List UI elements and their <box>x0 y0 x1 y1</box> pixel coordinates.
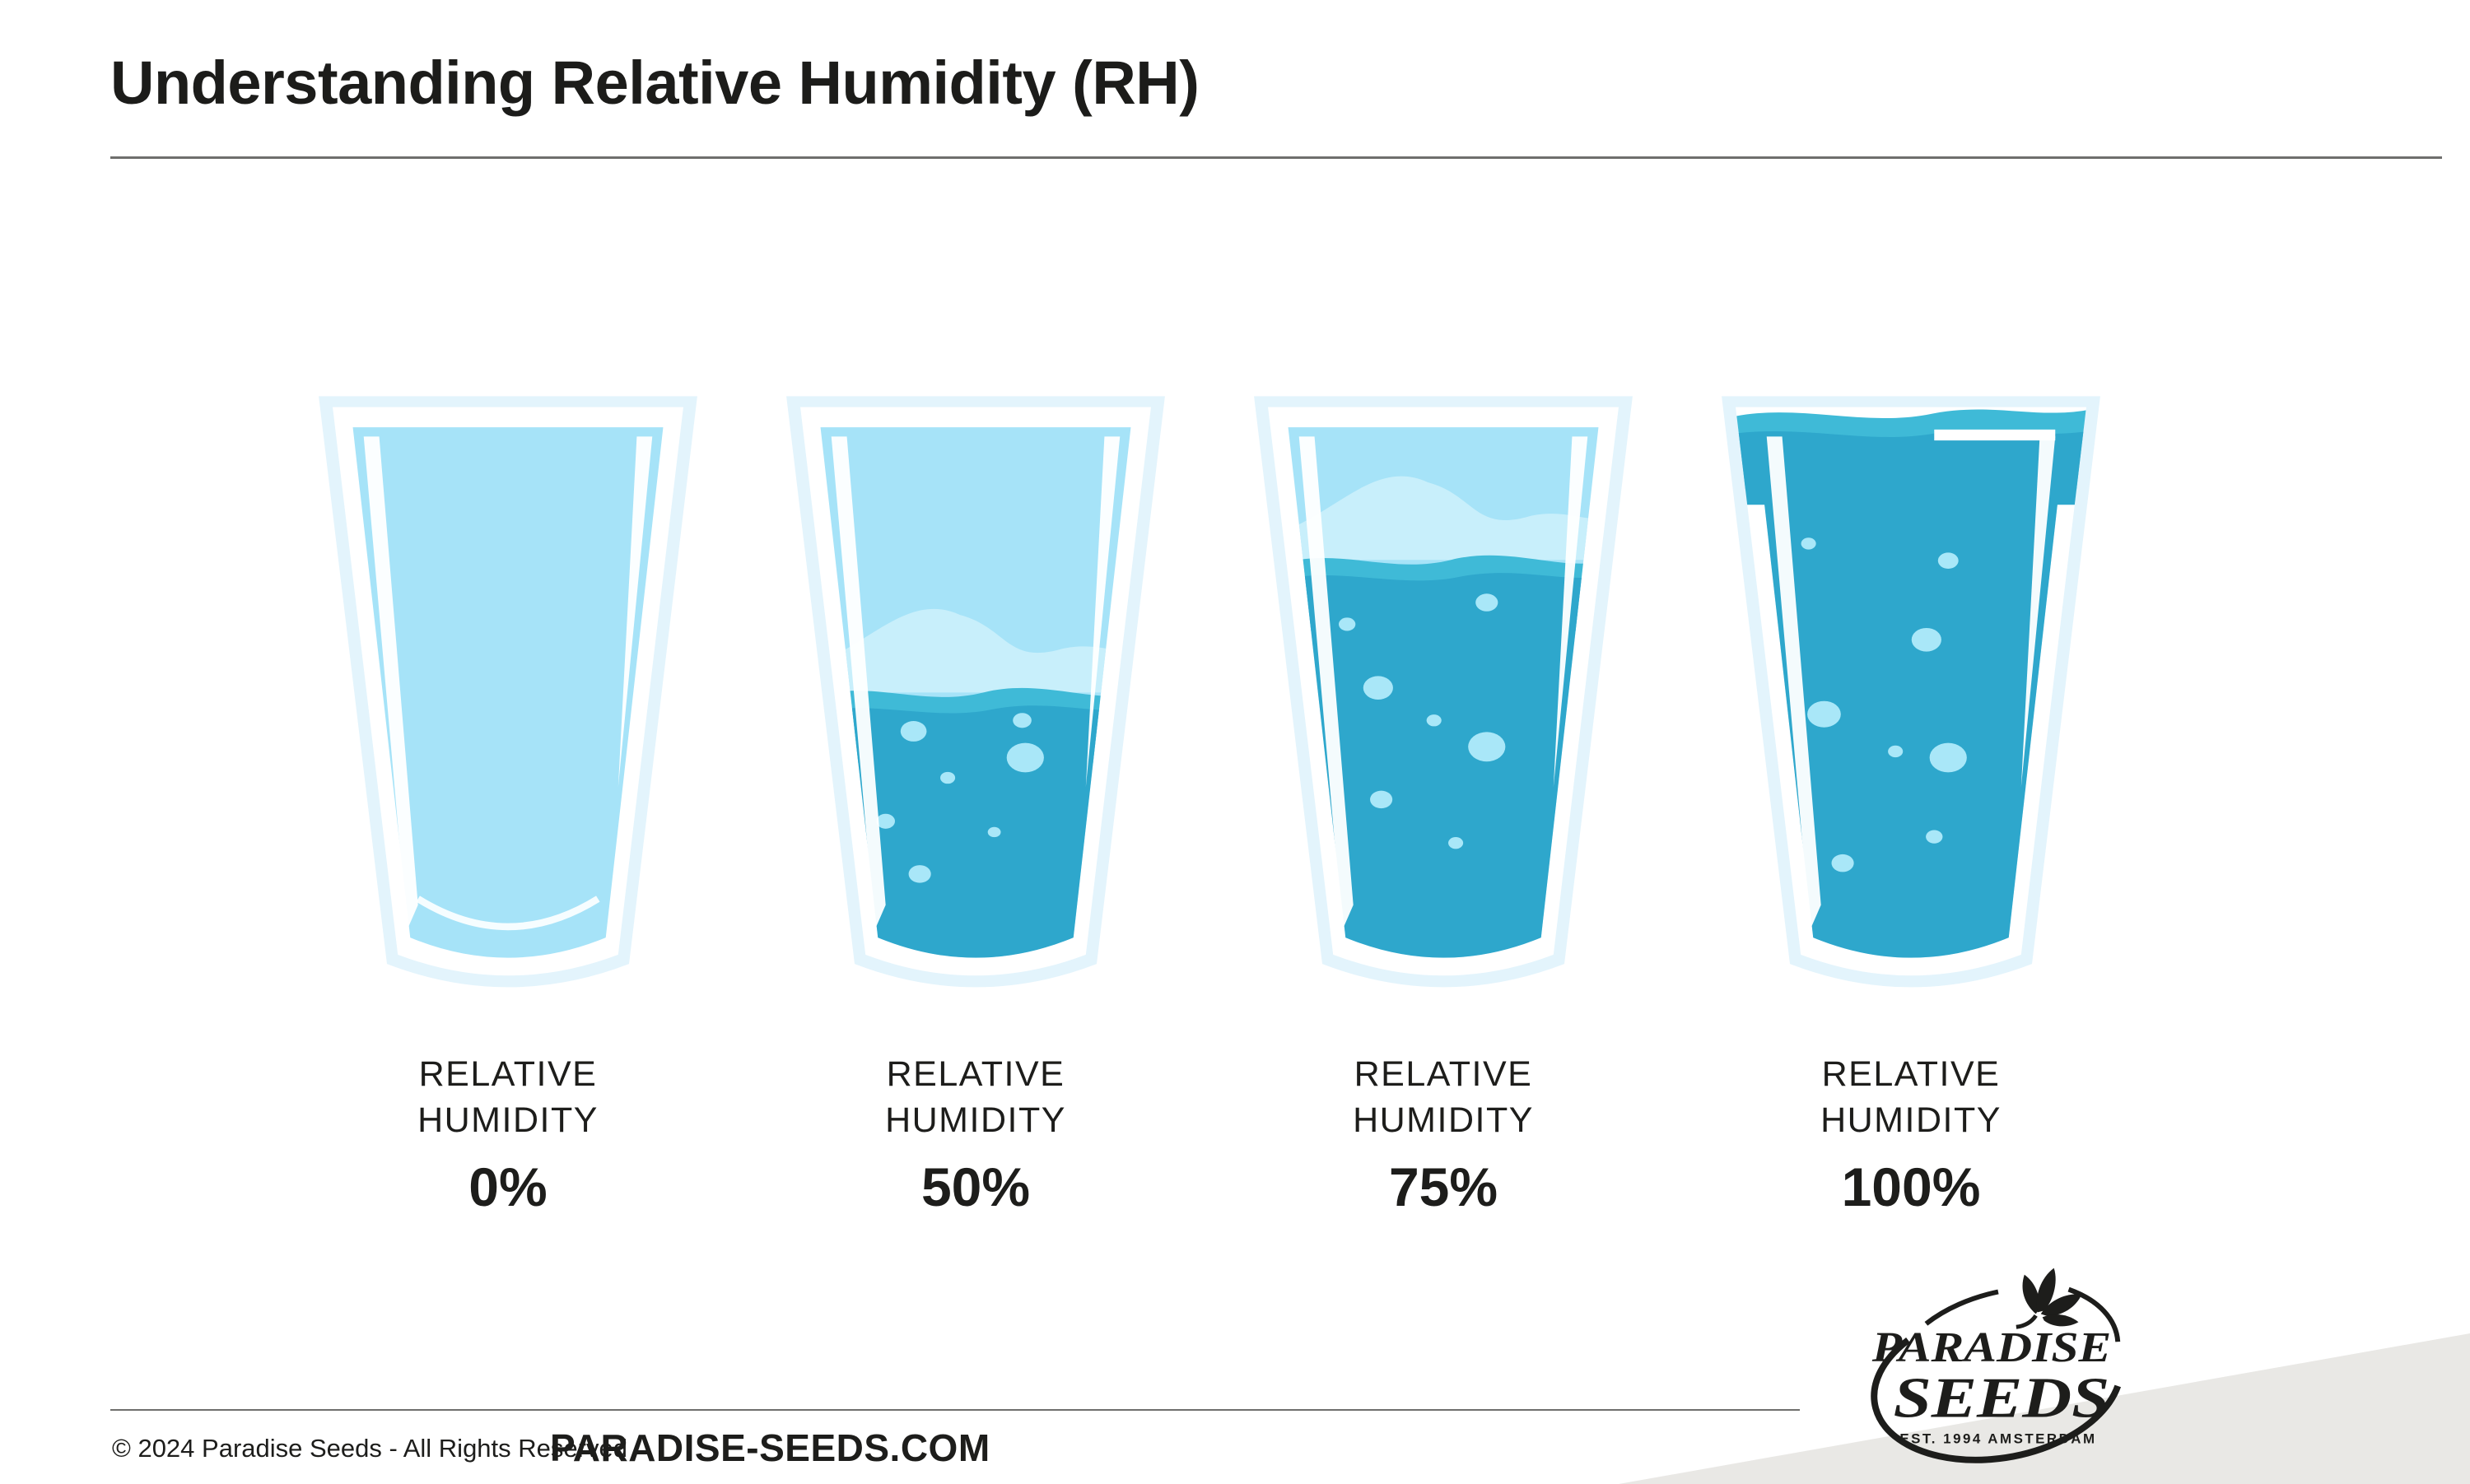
glass-rh-100: RELATIVE HUMIDITY 100% <box>1709 387 2113 1218</box>
bubble <box>1926 830 1943 844</box>
glass-value: 0% <box>468 1156 548 1217</box>
left-highlight <box>1766 436 1821 930</box>
bubble <box>876 813 895 829</box>
glass-illustration <box>1254 396 1633 988</box>
glass-label-line1: RELATIVE <box>418 1054 598 1094</box>
bubble <box>1831 854 1854 872</box>
glass-label-line2: HUMIDITY <box>885 1100 1066 1140</box>
footer-divider <box>110 1409 1800 1411</box>
glass-label-line1: RELATIVE <box>886 1054 1065 1094</box>
bubble <box>1370 790 1393 809</box>
glass-caption: RELATIVE HUMIDITY 75% <box>1353 1052 1534 1218</box>
glass-bottom-highlight <box>416 896 600 931</box>
bubble <box>1426 714 1442 727</box>
left-highlight <box>831 436 886 930</box>
left-highlight <box>363 436 418 930</box>
glass-caption: RELATIVE HUMIDITY 50% <box>885 1052 1066 1218</box>
page-title: Understanding Relative Humidity (RH) <box>110 49 1200 117</box>
glass-value: 100% <box>1841 1156 1981 1217</box>
glass-label-line1: RELATIVE <box>1354 1054 1533 1094</box>
title-divider <box>110 156 2442 159</box>
water <box>1288 476 1599 958</box>
logo-tagline: EST. 1994 AMSTERDAM <box>1899 1431 2096 1447</box>
bubble <box>1363 676 1393 700</box>
logo-arcs <box>1871 1286 2121 1463</box>
left-highlight <box>1298 436 1354 930</box>
glasses-row: RELATIVE HUMIDITY 0% RELATIVE HUMIDITY 50% REL… <box>306 387 2113 1218</box>
website-link[interactable]: PARADISE-SEEDS.COM <box>550 1426 990 1469</box>
water <box>1755 442 2067 958</box>
bubble <box>1013 713 1032 728</box>
glass-rh-75: RELATIVE HUMIDITY 75% <box>1242 387 1645 1218</box>
water <box>820 608 1131 958</box>
bubble <box>1801 537 1816 550</box>
bubble <box>940 771 956 784</box>
leaf-icon <box>2016 1268 2082 1329</box>
glass-value: 50% <box>920 1156 1031 1217</box>
glass-illustration <box>319 396 697 988</box>
glass-caption: RELATIVE HUMIDITY 0% <box>417 1052 599 1218</box>
logo-line1: PARADISE <box>1871 1324 2112 1371</box>
bubble <box>1929 742 1967 773</box>
glass-interior <box>352 427 664 958</box>
bubble <box>908 865 931 883</box>
glass-label-line1: RELATIVE <box>1821 1054 2001 1094</box>
bubble <box>900 721 927 742</box>
glass-value: 75% <box>1388 1156 1498 1217</box>
logo-line2: SEEDS <box>1894 1367 2110 1431</box>
glass-illustration <box>786 396 1165 988</box>
glass-caption: RELATIVE HUMIDITY 100% <box>1820 1052 2002 1218</box>
glass-label-line2: HUMIDITY <box>417 1100 599 1140</box>
glass-illustration <box>1722 396 2100 988</box>
bubble <box>1338 617 1356 631</box>
bubble <box>987 826 1001 838</box>
glass-rh-50: RELATIVE HUMIDITY 50% <box>774 387 1177 1218</box>
bubble <box>1807 700 1841 728</box>
paradise-seeds-logo: PARADISE SEEDS EST. 1994 AMSTERDAM <box>1871 1268 2121 1463</box>
bubble <box>1468 732 1506 762</box>
bubble <box>1911 627 1941 652</box>
overflow-wave <box>1736 407 2086 505</box>
glass-rh-0: RELATIVE HUMIDITY 0% <box>306 387 710 1218</box>
glass-label-line2: HUMIDITY <box>1353 1100 1534 1140</box>
glass-label-line2: HUMIDITY <box>1820 1100 2002 1140</box>
bubble <box>1475 593 1498 612</box>
bubble <box>1937 552 1959 569</box>
bubble <box>1448 836 1464 849</box>
bubble <box>1006 742 1044 773</box>
bubble <box>1888 745 1904 758</box>
copyright-text: © 2024 Paradise Seeds - All Rights Reser… <box>112 1434 627 1463</box>
